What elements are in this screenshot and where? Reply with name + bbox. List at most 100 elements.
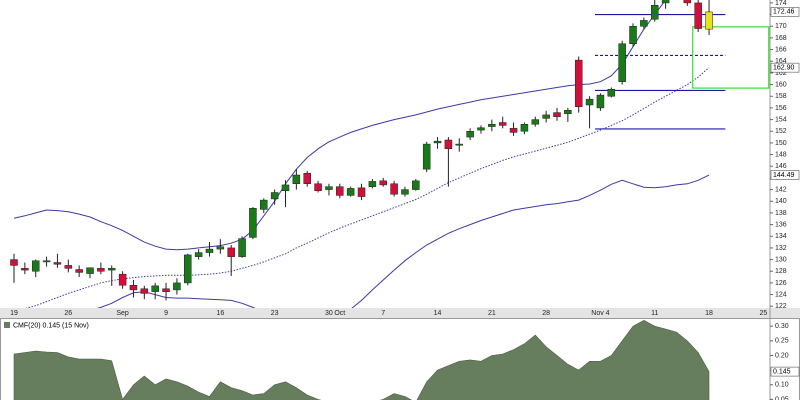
- value-marker: [770, 7, 800, 17]
- candle-body: [661, 0, 670, 4]
- candle-body: [444, 139, 453, 149]
- y-tick-label: 152: [775, 128, 787, 135]
- y-tick-label: 0.25: [775, 338, 789, 345]
- x-tick-label: 30: [325, 310, 333, 317]
- candle-body: [433, 140, 442, 144]
- candle-body: [694, 2, 702, 29]
- candle-body: [97, 268, 105, 272]
- candle-body: [683, 0, 692, 4]
- candle-body: [368, 181, 377, 187]
- candle-body: [249, 208, 257, 238]
- candle-body: [107, 268, 116, 271]
- value-marker-label: 172.46: [773, 9, 795, 16]
- y-tick-label: 156: [775, 105, 787, 112]
- candle-body: [531, 119, 540, 125]
- x-tick-label: Nov 4: [591, 310, 609, 317]
- candle-body: [64, 265, 73, 269]
- candle-body: [205, 248, 214, 253]
- x-tick-label: 19: [10, 310, 18, 317]
- y-tick-label: 130: [775, 256, 787, 263]
- candle-body: [260, 199, 268, 210]
- y-tick-label: 150: [775, 140, 787, 147]
- band-line: [25, 67, 710, 308]
- candle-body: [455, 143, 464, 146]
- y-tick-label: 132: [775, 245, 787, 252]
- y-tick-label: 160: [775, 81, 787, 88]
- value-marker-label: 162.90: [773, 65, 795, 72]
- x-tick-label: 28: [542, 310, 550, 317]
- candle-body: [596, 94, 605, 109]
- candle-body: [216, 246, 225, 250]
- y-tick-label: 164: [775, 58, 787, 65]
- candle-body: [42, 260, 51, 263]
- candle-body: [292, 174, 301, 184]
- candle-body: [542, 114, 550, 119]
- band-line: [13, 0, 667, 251]
- y-tick-label: 128: [775, 268, 787, 275]
- candle-body: [184, 254, 192, 284]
- candle-body: [379, 180, 387, 186]
- candle-body: [629, 26, 637, 44]
- candle-body: [336, 186, 344, 196]
- candle-body: [422, 143, 431, 170]
- y-tick-label: 146: [775, 163, 787, 170]
- y-tick-label: 138: [775, 210, 787, 217]
- x-tick-label: 21: [488, 310, 496, 317]
- candle-body: [86, 267, 94, 274]
- value-marker: [770, 366, 800, 377]
- candle-body: [520, 124, 529, 132]
- x-tick-label: Sep: [116, 310, 129, 317]
- candle-body: [129, 285, 138, 291]
- candle-body: [303, 173, 311, 184]
- candle-body: [618, 43, 626, 82]
- cmf-plot: [13, 319, 710, 400]
- candle-body: [705, 11, 713, 30]
- candle-body: [194, 252, 203, 257]
- candle-body: [314, 183, 322, 191]
- candle-body: [140, 288, 149, 294]
- y-tick-label: 0.10: [775, 382, 789, 389]
- x-tick-label: 23: [271, 310, 279, 317]
- candle-body: [325, 186, 333, 190]
- candle-body: [498, 122, 507, 126]
- x-tick-label: 16: [216, 310, 224, 317]
- value-marker-label: 0.145: [773, 368, 791, 375]
- candle-body: [173, 282, 181, 291]
- x-tick-label: 18: [705, 310, 713, 317]
- value-marker: [770, 170, 800, 180]
- candle-body: [650, 5, 659, 20]
- y-tick-label: 142: [775, 186, 787, 193]
- candle-body: [488, 124, 496, 127]
- y-tick-label: 134: [775, 233, 787, 240]
- candle-body: [270, 192, 279, 200]
- candle-body: [151, 285, 159, 292]
- candle-body: [553, 112, 561, 117]
- band-line: [96, 174, 710, 308]
- annotation-box: [692, 26, 770, 89]
- candle-body: [412, 180, 420, 190]
- candle-body: [640, 20, 648, 27]
- y-tick-label: 122: [775, 303, 787, 310]
- x-tick-label: 9: [164, 310, 168, 317]
- x-tick-label: Oct: [334, 310, 345, 317]
- candle-body: [357, 187, 366, 197]
- candle-body: [607, 89, 616, 97]
- candle-body: [477, 127, 485, 131]
- y-tick-label: 124: [775, 291, 787, 298]
- y-tick-label: 0.20: [775, 352, 789, 359]
- candle-body: [162, 288, 170, 292]
- value-marker-label: 144.49: [773, 172, 795, 179]
- y-tick-label: 174: [775, 0, 787, 7]
- candle-body: [10, 259, 18, 266]
- y-tick-label: 126: [775, 280, 787, 287]
- candle-body: [585, 98, 594, 106]
- candle-body: [466, 131, 474, 138]
- y-tick-label: 168: [775, 35, 787, 42]
- y-tick-label: 0.05: [775, 396, 789, 400]
- candle-body: [53, 262, 62, 265]
- x-tick-label: 14: [434, 310, 442, 317]
- y-tick-label: 170: [775, 23, 787, 30]
- y-tick-label: 158: [775, 93, 787, 100]
- y-tick-label: 154: [775, 116, 787, 123]
